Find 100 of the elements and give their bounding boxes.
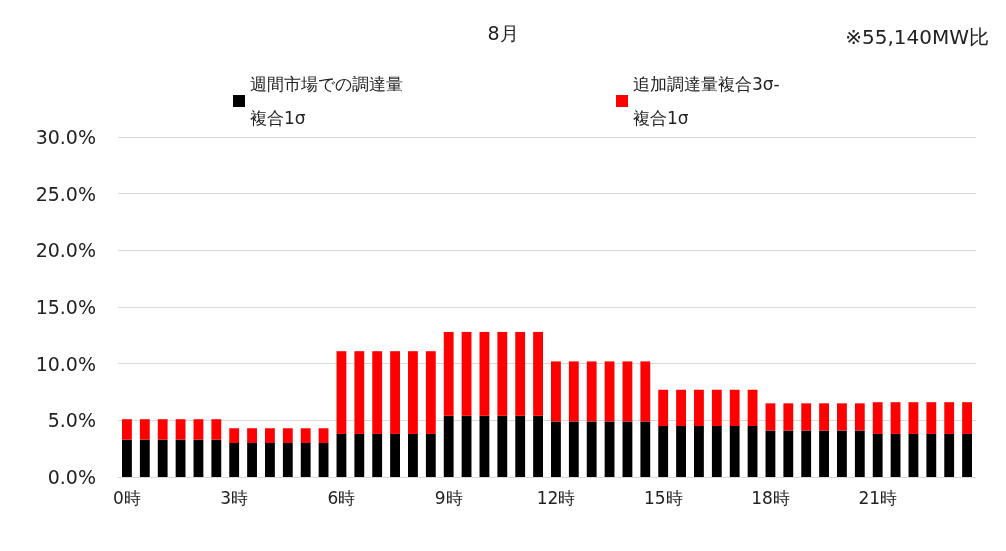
bar <box>461 415 472 477</box>
bar <box>318 428 329 443</box>
bar <box>783 430 794 477</box>
bar <box>229 428 240 443</box>
bar <box>193 419 204 440</box>
bar <box>854 403 865 431</box>
bar <box>551 361 561 422</box>
bar <box>157 439 168 477</box>
bar <box>193 439 204 477</box>
bar <box>962 402 972 434</box>
bar <box>461 331 472 416</box>
bar <box>694 389 704 426</box>
bar <box>711 426 722 477</box>
bar <box>372 433 383 477</box>
bar <box>408 351 418 434</box>
bar <box>622 361 633 422</box>
x-tick-label: 18時 <box>751 487 790 508</box>
bar <box>300 428 311 443</box>
bar <box>443 331 454 416</box>
bar <box>408 433 418 477</box>
bar <box>425 433 436 477</box>
bar <box>819 403 829 431</box>
x-tick-label: 21時 <box>858 487 898 508</box>
y-tick-label: 5.0% <box>47 409 96 432</box>
bar <box>354 351 365 434</box>
chart-title: 8月 <box>487 21 519 44</box>
bar <box>801 430 812 477</box>
legend-label: 週間市場での調達量複合1σ <box>250 74 403 128</box>
bar <box>479 331 490 416</box>
bar <box>175 419 186 440</box>
bar <box>926 433 937 477</box>
bar <box>175 439 186 477</box>
bar <box>658 426 669 477</box>
bar <box>247 443 257 477</box>
bar <box>747 389 758 426</box>
x-tick-label: 6時 <box>327 487 356 508</box>
bar <box>908 402 919 434</box>
bar <box>622 421 633 477</box>
bar <box>872 402 883 434</box>
bar <box>336 433 347 477</box>
bar <box>139 419 150 440</box>
bar <box>926 402 937 434</box>
y-tick-label: 0.0% <box>47 466 96 488</box>
bar <box>533 331 543 416</box>
bar <box>837 403 847 431</box>
bar <box>854 430 865 477</box>
x-tick-label: 0時 <box>113 487 141 508</box>
bar <box>765 430 776 477</box>
bar <box>247 428 257 443</box>
bar <box>211 419 222 440</box>
x-tick-label: 15時 <box>643 487 683 508</box>
bar <box>962 433 972 477</box>
bar <box>837 430 847 477</box>
bar <box>568 421 579 477</box>
bar <box>801 403 812 431</box>
bar <box>890 402 901 434</box>
bar <box>747 426 758 477</box>
bar <box>479 415 490 477</box>
x-tick-label: 3時 <box>220 487 249 508</box>
bar <box>658 389 669 426</box>
bar <box>729 389 740 426</box>
bar <box>640 421 651 477</box>
bar <box>354 433 365 477</box>
bar <box>497 331 508 416</box>
bar <box>604 421 615 477</box>
bar <box>372 351 383 434</box>
bar <box>300 443 311 477</box>
bar <box>676 426 686 477</box>
bar <box>211 439 222 477</box>
bar <box>640 361 651 422</box>
bar <box>765 403 776 431</box>
bar <box>122 439 132 477</box>
x-tick-label: 9時 <box>434 487 463 508</box>
bar <box>890 433 901 477</box>
bar <box>265 443 275 477</box>
bar <box>139 439 150 477</box>
bar <box>336 351 347 434</box>
bar <box>872 433 883 477</box>
bar <box>425 351 436 434</box>
bar <box>908 433 919 477</box>
bar <box>694 426 704 477</box>
bar <box>497 415 508 477</box>
bar <box>676 389 686 426</box>
bar <box>318 443 329 477</box>
bar <box>265 428 275 443</box>
text: ※55,140MW比 <box>845 25 990 49</box>
bar <box>729 426 740 477</box>
y-tick-label: 30.0% <box>35 126 96 148</box>
bar <box>157 419 168 440</box>
bar <box>282 428 293 443</box>
bar <box>533 415 543 477</box>
bar <box>711 389 722 426</box>
y-tick-label: 15.0% <box>35 296 96 318</box>
bar <box>515 331 526 416</box>
legend-label: 追加調達量複合3σ-複合1σ <box>633 74 780 128</box>
y-tick-label: 20.0% <box>35 239 96 262</box>
bar <box>604 361 615 422</box>
y-tick-label: 10.0% <box>35 352 96 375</box>
bar <box>282 443 293 477</box>
bar <box>819 430 829 477</box>
